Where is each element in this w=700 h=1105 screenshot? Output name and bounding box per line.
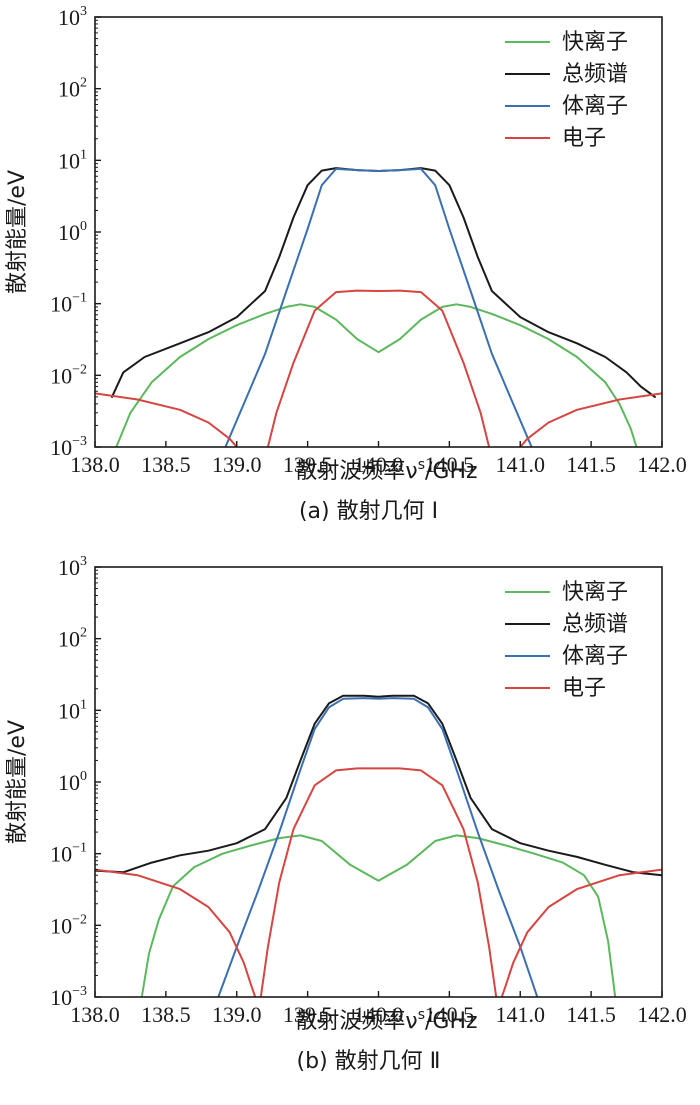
legend-label: 电子 — [562, 126, 606, 151]
x-tick-label: 141.0 — [496, 452, 546, 477]
x-tick-label: 141.0 — [496, 1002, 546, 1027]
series-line-4 — [95, 289, 662, 447]
legend-label: 总频谱 — [562, 612, 628, 637]
y-axis-title: 散射能量/eV — [5, 170, 30, 294]
y-tick-label: 102 — [58, 76, 87, 102]
x-tick-label: 139.5 — [283, 1002, 333, 1027]
chart-panel-b: 138.0 138.5 139.0 139.5 140.0 140.5 141.0 141.5… — [5, 554, 687, 1074]
x-tick-label: 141.5 — [566, 1002, 616, 1027]
x-tick-label: 140.5 — [425, 452, 475, 477]
x-tick-label: 138.0 — [70, 452, 120, 477]
x-axis-title: 散射波频率νs/GHz — [295, 457, 477, 484]
y-tick-label: 10−1 — [50, 291, 87, 317]
y-tick-label: 10−2 — [50, 362, 87, 388]
series-line-2 — [95, 694, 662, 877]
y-tick-label: 10−3 — [50, 434, 87, 460]
x-tick-label: 138.5 — [141, 1002, 191, 1027]
y-tick-label: 10−3 — [50, 984, 87, 1010]
x-tick-label: 140.0 — [354, 452, 404, 477]
x-tick-label: 138.0 — [70, 1002, 120, 1027]
panel-caption: (b) 散射几何 Ⅱ — [297, 1049, 441, 1074]
legend-label: 电子 — [562, 676, 606, 701]
y-tick-label: 100 — [58, 769, 87, 795]
x-tick-label: 139.0 — [212, 452, 262, 477]
series-line-3 — [224, 167, 533, 447]
x-tick-label: 142.0 — [637, 452, 687, 477]
y-tick-label: 101 — [58, 697, 87, 723]
x-tick-label: 141.5 — [566, 452, 616, 477]
y-tick-label: 102 — [58, 626, 87, 652]
x-tick-label: 139.0 — [212, 1002, 262, 1027]
y-axis-title: 散射能量/eV — [5, 720, 30, 844]
chart-panel-a: 138.0 138.5 139.0 139.5 140.0 140.5 141.0 141.5… — [5, 4, 687, 524]
legend-label: 快离子 — [562, 580, 628, 605]
x-tick-label: 138.5 — [141, 452, 191, 477]
legend-label: 总频谱 — [562, 62, 628, 87]
y-tick-label: 10−2 — [50, 912, 87, 938]
y-tick-label: 103 — [58, 554, 87, 580]
series-line-1 — [115, 303, 638, 447]
x-tick-label: 140.0 — [354, 1002, 404, 1027]
series-line-3 — [217, 697, 539, 997]
legend-label: 体离子 — [562, 644, 628, 669]
legend-label: 快离子 — [562, 30, 628, 55]
x-tick-label: 140.5 — [425, 1002, 475, 1027]
x-axis-title: 散射波频率νs/GHz — [295, 1007, 477, 1034]
legend-label: 体离子 — [562, 94, 628, 119]
y-tick-label: 100 — [58, 219, 87, 245]
series-line-2 — [111, 167, 656, 398]
series-line-4 — [95, 767, 662, 997]
y-tick-label: 103 — [58, 4, 87, 30]
x-tick-label: 139.5 — [283, 452, 333, 477]
y-tick-label: 101 — [58, 147, 87, 173]
x-tick-label: 142.0 — [637, 1002, 687, 1027]
panel-caption: (a) 散射几何 Ⅰ — [299, 499, 438, 524]
y-tick-label: 10−1 — [50, 841, 87, 867]
series-line-1 — [140, 834, 617, 997]
